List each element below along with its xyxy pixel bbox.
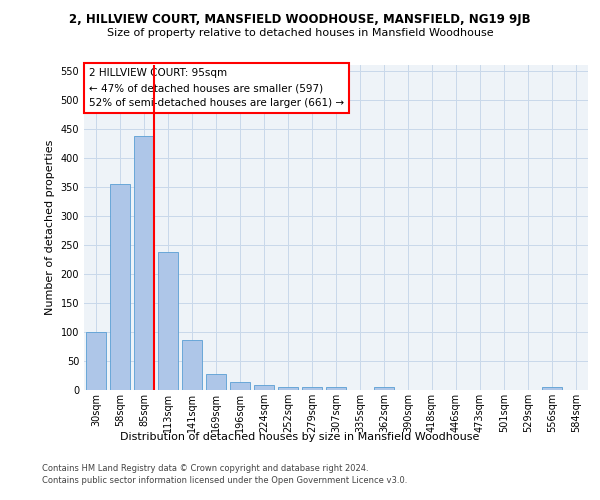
Text: 2, HILLVIEW COURT, MANSFIELD WOODHOUSE, MANSFIELD, NG19 9JB: 2, HILLVIEW COURT, MANSFIELD WOODHOUSE, …	[69, 12, 531, 26]
Text: Contains HM Land Registry data © Crown copyright and database right 2024.: Contains HM Land Registry data © Crown c…	[42, 464, 368, 473]
Bar	[182, 340, 202, 390]
Bar	[254, 385, 274, 390]
Bar	[302, 387, 322, 390]
Text: 2 HILLVIEW COURT: 95sqm
← 47% of detached houses are smaller (597)
52% of semi-d: 2 HILLVIEW COURT: 95sqm ← 47% of detache…	[89, 68, 344, 108]
Bar	[86, 332, 106, 390]
Bar	[326, 387, 346, 390]
Y-axis label: Number of detached properties: Number of detached properties	[45, 140, 55, 315]
Bar	[158, 252, 178, 390]
Bar	[230, 382, 250, 390]
Bar	[206, 374, 226, 390]
Bar	[374, 387, 394, 390]
Bar	[134, 136, 154, 390]
Bar	[278, 387, 298, 390]
Bar	[542, 387, 562, 390]
Text: Size of property relative to detached houses in Mansfield Woodhouse: Size of property relative to detached ho…	[107, 28, 493, 38]
Text: Contains public sector information licensed under the Open Government Licence v3: Contains public sector information licen…	[42, 476, 407, 485]
Bar	[110, 184, 130, 390]
Text: Distribution of detached houses by size in Mansfield Woodhouse: Distribution of detached houses by size …	[121, 432, 479, 442]
